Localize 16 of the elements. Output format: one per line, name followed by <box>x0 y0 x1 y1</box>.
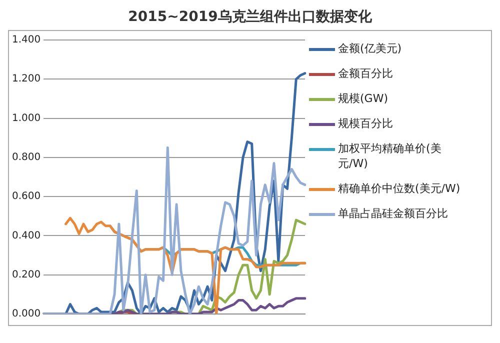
y-tick-label: 1.200 <box>12 74 41 85</box>
y-tick-label: 1.000 <box>12 112 41 124</box>
y-tick-label: 1.400 <box>12 34 41 46</box>
y-tick-label: 0.000 <box>12 308 41 320</box>
legend-label: 规模(GW) <box>338 91 388 106</box>
legend-label: 单晶占晶硅金额百分比 <box>338 206 448 221</box>
legend-label: 金额百分比 <box>338 66 393 81</box>
legend-label: 金额(亿美元) <box>338 41 402 56</box>
legend-label: 加权平均精确单价(美元/W) <box>338 141 442 171</box>
chart-title: 2015~2019乌克兰组件出口数据变化 <box>127 8 373 27</box>
y-tick-label: 0.400 <box>12 230 41 242</box>
y-tick-label: 0.600 <box>12 191 41 202</box>
y-tick-label: 0.200 <box>12 269 41 280</box>
legend-label: 精确单价中位数(美元/W) <box>338 181 460 196</box>
legend-label: 规模百分比 <box>338 116 393 131</box>
y-tick-label: 0.800 <box>12 152 41 164</box>
